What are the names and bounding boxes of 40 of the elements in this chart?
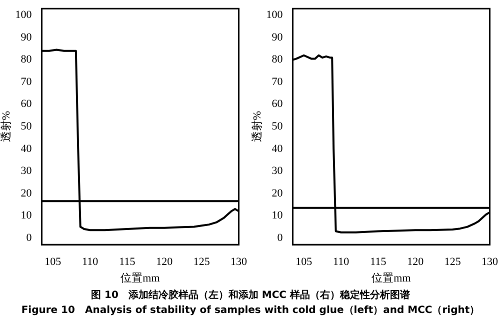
y-tick-label: 90: [20, 31, 32, 44]
y-tick-label: 40: [20, 142, 32, 155]
caption: 图 10 添加结冷胶样品（左）和添加 MCC 样品（右）稳定性分析图谱: [90, 288, 411, 303]
y-tick-label: 40: [272, 142, 284, 155]
y-tick-label: 20: [20, 187, 32, 200]
x-tick-label: 125: [444, 256, 462, 268]
x-tick-label: 110: [332, 256, 350, 268]
y-tick-label: 10: [272, 210, 284, 222]
y-tick-label: 90: [272, 31, 284, 44]
y-tick-label: 0: [277, 232, 284, 244]
y-axis-title: 透射%: [0, 111, 12, 142]
x-axis-title: 位置mm: [120, 272, 160, 284]
y-tick-label: 50: [20, 120, 32, 132]
y-tick-label: 60: [20, 98, 32, 110]
x-tick-label: 115: [119, 256, 136, 268]
y-tick-label: 10: [20, 210, 32, 222]
y-axis-title: 透射%: [250, 111, 264, 142]
x-tick-label: 115: [370, 256, 387, 268]
x-tick-label: 130: [482, 256, 498, 268]
y-tick-label: 80: [20, 54, 32, 66]
y-tick-label: 70: [272, 76, 284, 88]
x-tick-label: 105: [296, 256, 313, 268]
y-tick-label: 100: [15, 9, 32, 22]
y-tick-label: 60: [272, 98, 284, 110]
x-tick-label: 110: [82, 256, 99, 268]
y-tick-label: 50: [272, 120, 284, 132]
x-axis-title: 位置mm: [372, 272, 412, 284]
caption: Figure 10 Analysis of stability of samples with cold glue（left）and MCC（right）: [20, 304, 481, 318]
y-tick-label: 80: [272, 54, 284, 66]
x-tick-label: 120: [407, 256, 424, 268]
y-tick-label: 70: [20, 76, 32, 88]
x-tick-label: 105: [44, 256, 62, 268]
y-tick-label: 30: [20, 165, 32, 178]
x-tick-label: 130: [230, 256, 248, 268]
y-tick-label: 20: [272, 187, 284, 200]
x-tick-label: 125: [193, 256, 210, 268]
y-tick-label: 0: [26, 232, 32, 244]
y-tick-label: 100: [266, 9, 284, 22]
x-tick-label: 120: [156, 256, 174, 268]
y-tick-label: 30: [272, 165, 284, 178]
